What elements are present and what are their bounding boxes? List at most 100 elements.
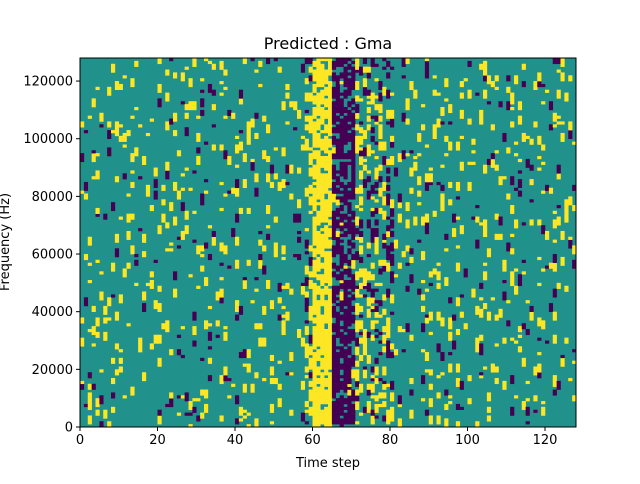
heatmap-cell-high xyxy=(316,213,321,220)
heatmap-cell-high xyxy=(359,156,364,165)
heatmap-cell-high xyxy=(370,95,375,105)
heatmap-cell-high xyxy=(312,369,317,379)
heatmap-cell-high xyxy=(355,58,360,65)
heatmap-cell-low xyxy=(405,323,410,333)
heatmap-cell-high xyxy=(494,366,499,373)
heatmap-cell-high xyxy=(320,412,325,416)
heatmap-cell-high xyxy=(316,202,321,206)
heatmap-cell-high xyxy=(316,150,321,157)
heatmap-cell-high xyxy=(355,135,360,145)
heatmap-cell-high xyxy=(424,173,430,183)
heatmap-cell-low xyxy=(347,415,352,419)
heatmap-cell-high xyxy=(521,271,526,275)
heatmap-cell-high xyxy=(328,317,333,327)
heatmap-cell-high xyxy=(153,167,158,177)
heatmap-cell-high xyxy=(246,127,251,137)
heatmap-cell-low xyxy=(219,262,224,266)
heatmap-cell-low xyxy=(467,60,472,67)
heatmap-cell-high xyxy=(211,144,216,151)
heatmap-cell-high xyxy=(312,328,317,333)
heatmap-cell-high xyxy=(537,363,542,373)
heatmap-cell-high xyxy=(316,92,321,96)
heatmap-cell-high xyxy=(289,101,294,108)
heatmap-cell-high xyxy=(118,349,123,353)
heatmap-cell-low xyxy=(502,132,507,142)
heatmap-cell-low xyxy=(347,386,352,390)
heatmap-cell-high xyxy=(134,147,139,157)
heatmap-cell-high xyxy=(316,311,321,321)
heatmap-cell-high xyxy=(320,363,325,370)
heatmap-cell-high xyxy=(483,219,488,229)
heatmap-cell-low xyxy=(370,210,375,217)
heatmap-cell-high xyxy=(114,369,120,376)
heatmap-cell-high xyxy=(312,233,317,240)
heatmap-cell-high xyxy=(386,317,391,324)
heatmap-cell-high xyxy=(273,242,278,252)
heatmap-cell-high xyxy=(568,121,573,131)
heatmap-cell-low xyxy=(87,372,92,379)
heatmap-cell-high xyxy=(250,118,255,128)
heatmap-cell-high xyxy=(235,135,240,140)
heatmap-cell-high xyxy=(304,375,309,379)
heatmap-cell-high xyxy=(552,375,557,382)
heatmap-cell-low xyxy=(351,392,356,402)
heatmap-cell-high xyxy=(316,308,321,312)
heatmap-cell-low xyxy=(343,118,348,122)
heatmap-cell-low xyxy=(351,245,356,249)
heatmap-cell-low xyxy=(409,389,414,396)
heatmap-cell-low xyxy=(343,343,348,347)
heatmap-cell-low xyxy=(355,395,360,402)
heatmap-cell-high xyxy=(517,115,523,125)
heatmap-cell-low xyxy=(393,167,399,177)
heatmap-cell-high xyxy=(211,236,216,246)
heatmap-cell-high xyxy=(548,187,554,194)
heatmap-cell-high xyxy=(328,251,333,258)
heatmap-cell-high xyxy=(320,288,325,295)
heatmap-cell-low xyxy=(343,294,348,301)
heatmap-cell-low xyxy=(304,305,309,312)
heatmap-cell-high xyxy=(541,406,546,416)
heatmap-cell-high xyxy=(161,199,166,206)
heatmap-cell-low xyxy=(335,418,340,425)
heatmap-cell-high xyxy=(347,383,352,387)
heatmap-cell-low xyxy=(366,254,371,258)
heatmap-cell-high xyxy=(459,81,464,88)
heatmap-cell-high xyxy=(483,89,488,99)
heatmap-cell-high xyxy=(207,60,213,65)
heatmap-cell-high xyxy=(564,285,569,292)
heatmap-cell-high xyxy=(273,377,278,385)
heatmap-cell-high xyxy=(312,187,317,191)
heatmap-cell-low xyxy=(366,89,371,96)
heatmap-cell-high xyxy=(281,101,286,111)
heatmap-cell-low xyxy=(537,81,542,88)
heatmap-cell-low xyxy=(169,398,174,408)
heatmap-cell-high xyxy=(362,369,368,379)
heatmap-cell-high xyxy=(328,121,333,128)
heatmap-cell-high xyxy=(510,271,515,278)
heatmap-cell-low xyxy=(347,248,352,255)
heatmap-cell-low xyxy=(331,181,337,189)
heatmap-cell-low xyxy=(331,219,337,223)
heatmap-cell-high xyxy=(308,406,313,413)
heatmap-cell-high xyxy=(320,199,325,206)
heatmap-cell-high xyxy=(316,63,321,70)
heatmap-cell-high xyxy=(324,377,329,387)
heatmap-cell-high xyxy=(235,144,240,154)
x-tick-label: 100 xyxy=(455,433,480,448)
heatmap-cell-low xyxy=(347,138,352,142)
heatmap-cell-high xyxy=(145,193,151,197)
heatmap-cell-high xyxy=(207,357,213,364)
heatmap-cell-low xyxy=(339,164,344,168)
heatmap-cell-high xyxy=(552,268,557,272)
heatmap-cell-high xyxy=(428,167,433,171)
heatmap-cell-high xyxy=(328,164,333,174)
heatmap-cell-high xyxy=(328,262,333,269)
heatmap-cell-low xyxy=(300,412,306,422)
heatmap-cell-high xyxy=(223,115,228,119)
heatmap-cell-low xyxy=(157,409,162,416)
heatmap-cell-high xyxy=(165,323,170,333)
heatmap-cell-high xyxy=(312,248,317,258)
heatmap-cell-high xyxy=(572,395,577,402)
heatmap-cell-high xyxy=(386,326,391,336)
heatmap-cell-high xyxy=(242,409,247,413)
